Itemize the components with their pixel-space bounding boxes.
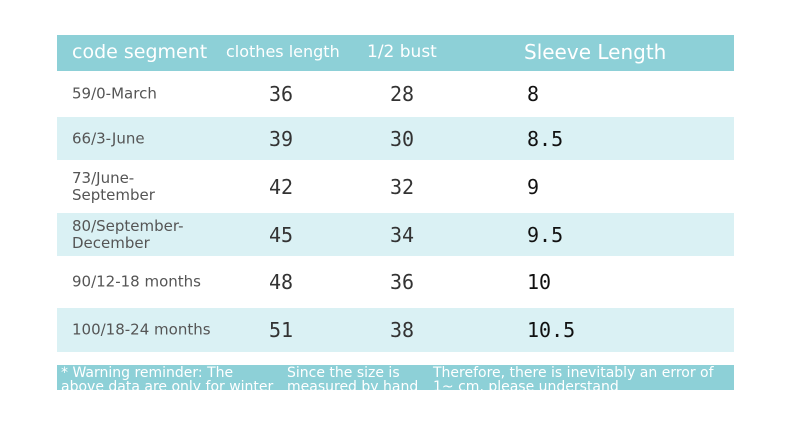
footer-text: * Warning reminder: The above data are o… bbox=[61, 365, 274, 390]
measurement: 28 bbox=[390, 82, 415, 106]
table-row: 66/3-June 39 30 8.5 bbox=[57, 117, 734, 160]
measurement: 42 bbox=[269, 174, 294, 199]
measurement: 10 bbox=[527, 270, 552, 294]
header-cell: 1/2 bust bbox=[367, 42, 437, 62]
header-cell: Sleeve Length bbox=[524, 40, 667, 64]
measurement: 8 bbox=[527, 82, 540, 106]
measurement: 36 bbox=[390, 270, 415, 294]
measurement: 34 bbox=[390, 222, 415, 247]
measurement: 38 bbox=[390, 318, 415, 342]
measurement: 51 bbox=[269, 318, 294, 342]
measurement: 36 bbox=[269, 82, 294, 106]
size-label: 90/12-18 months bbox=[72, 272, 201, 291]
footer-text: Since the size is measured by hand bbox=[287, 365, 419, 390]
footer-note: * Warning reminder: The above data are o… bbox=[57, 365, 734, 390]
measurement: 39 bbox=[269, 126, 294, 151]
header-cell: code segment bbox=[72, 41, 208, 63]
footer-text: Therefore, there is inevitably an error … bbox=[433, 365, 714, 390]
size-label: 73/June-September bbox=[72, 168, 155, 204]
measurement: 8.5 bbox=[527, 126, 564, 151]
table-row: 80/September-December 45 34 9.5 bbox=[57, 213, 734, 256]
table-row: 90/12-18 months 48 36 10 bbox=[57, 256, 734, 308]
size-label: 100/18-24 months bbox=[72, 320, 211, 339]
table-row: 59/0-March 36 28 8 bbox=[57, 71, 734, 117]
table-header: code segment clothes length 1/2 bust Sleeve… bbox=[57, 35, 734, 71]
size-label: 80/September-December bbox=[72, 216, 184, 252]
measurement: 9.5 bbox=[527, 222, 564, 247]
size-label: 66/3-June bbox=[72, 129, 145, 147]
size-label: 59/0-March bbox=[72, 84, 157, 103]
measurement: 9 bbox=[527, 174, 540, 199]
measurement: 30 bbox=[390, 126, 415, 151]
table-row: 100/18-24 months 51 38 10.5 bbox=[57, 308, 734, 352]
measurement: 32 bbox=[390, 174, 415, 199]
header-cell: clothes length bbox=[226, 42, 340, 61]
measurement: 10.5 bbox=[527, 318, 576, 342]
table-row: 73/June-September 42 32 9 bbox=[57, 160, 734, 213]
measurement: 48 bbox=[269, 270, 294, 294]
measurement: 45 bbox=[269, 222, 294, 247]
